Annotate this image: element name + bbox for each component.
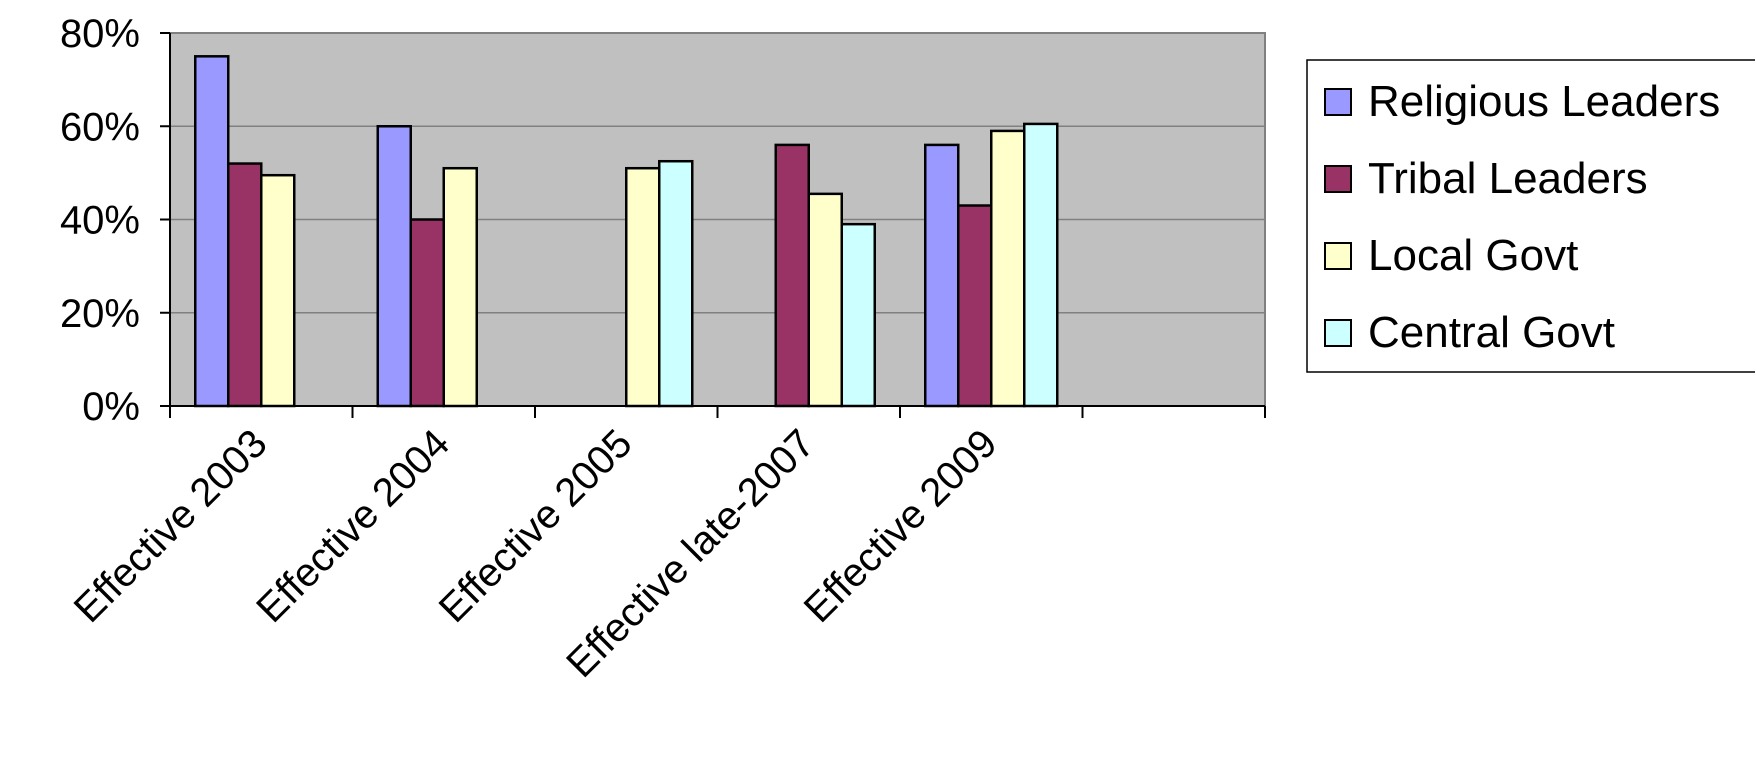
legend-swatch [1324, 319, 1352, 347]
legend-box [1306, 59, 1755, 373]
gridlines [170, 125, 1265, 314]
bar [442, 166, 478, 408]
y-tick-label: 0% [82, 385, 140, 429]
legend-swatch [1324, 88, 1352, 116]
bar [376, 125, 412, 408]
bar [807, 192, 843, 408]
legend-label: Tribal Leaders [1368, 154, 1648, 203]
bar [409, 218, 445, 408]
bar [1023, 122, 1059, 408]
y-tick-label: 40% [60, 199, 140, 243]
bars [194, 55, 1059, 408]
bar [194, 55, 230, 408]
legend-label: Central Govt [1368, 308, 1615, 357]
bar [227, 162, 263, 408]
bar [840, 222, 876, 408]
legend-swatch [1324, 165, 1352, 193]
legend-swatch [1324, 242, 1352, 270]
y-axis-ticks: 0% 20% 40% 60% 80% [60, 12, 170, 429]
y-tick-label: 60% [60, 105, 140, 149]
bar [625, 166, 661, 408]
x-category-label: Effective 2004 [248, 421, 458, 631]
x-category-label: Effective 2005 [431, 421, 641, 631]
legend-label: Local Govt [1368, 231, 1578, 280]
y-tick-label: 80% [60, 12, 140, 56]
bar [924, 143, 960, 408]
x-category-label: Effective 2003 [66, 421, 276, 631]
bar [990, 129, 1026, 408]
x-category-label: Effective 2009 [796, 421, 1006, 631]
y-tick-label: 20% [60, 292, 140, 336]
bar [957, 204, 993, 408]
bar [774, 143, 810, 408]
legend: Religious Leaders Tribal Leaders Local Gov… [1306, 59, 1755, 373]
bar [260, 173, 296, 408]
legend-label: Religious Leaders [1368, 77, 1720, 126]
bar [658, 159, 694, 408]
